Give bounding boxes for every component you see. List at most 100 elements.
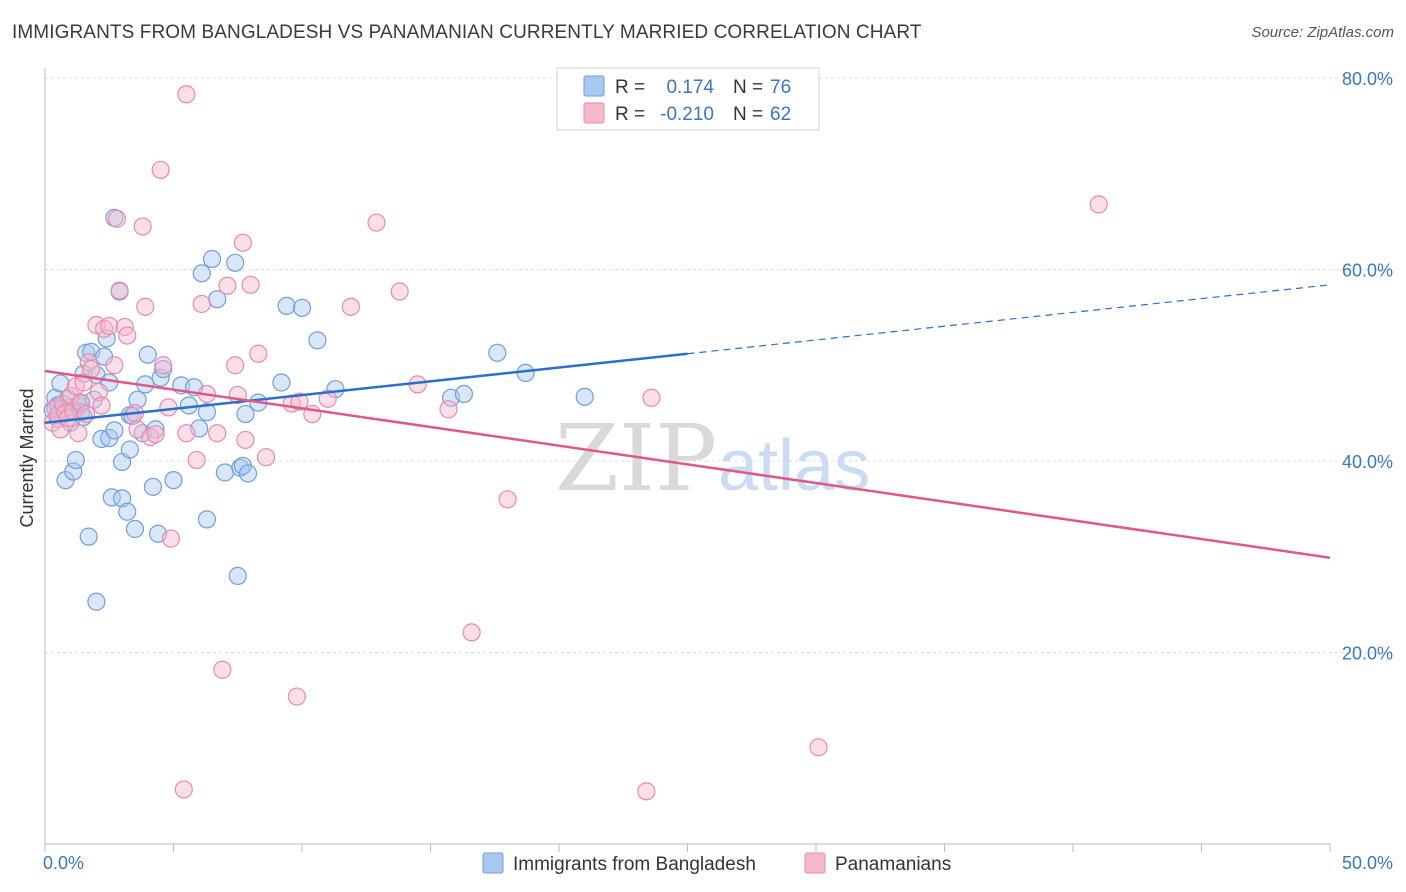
point-panamanians xyxy=(809,738,828,757)
x-tick-label: 50.0% xyxy=(1342,853,1393,873)
series-bangladesh-points xyxy=(43,208,594,611)
y-tick-labels: 20.0% 40.0% 60.0% 80.0% xyxy=(1342,69,1393,664)
point-bangladesh xyxy=(125,519,145,539)
legend-swatch-blue xyxy=(583,75,605,97)
legend-r-label-1: R = xyxy=(615,77,645,98)
point-panamanians xyxy=(318,389,337,408)
point-panamanians xyxy=(154,356,173,375)
point-bangladesh xyxy=(277,296,296,315)
legend-n-value-2: 62 xyxy=(770,104,791,125)
point-panamanians xyxy=(100,316,119,336)
point-panamanians xyxy=(71,393,91,412)
point-panamanians xyxy=(89,382,109,402)
point-panamanians xyxy=(439,400,458,419)
point-panamanians xyxy=(226,356,245,375)
point-panamanians xyxy=(462,623,481,642)
point-panamanians xyxy=(218,276,237,295)
bottom-legend-label-panamanians: Panamanians xyxy=(835,854,951,875)
point-bangladesh xyxy=(105,421,124,440)
grid-lines xyxy=(45,77,1394,653)
legend-n-label-2: N = xyxy=(733,104,763,125)
source-label: Source: ZipAtlas.com xyxy=(1251,24,1394,41)
point-bangladesh xyxy=(226,253,245,272)
point-panamanians xyxy=(236,430,255,450)
y-axis-title: Currently Married xyxy=(17,388,37,527)
bottom-legend-swatch-blue xyxy=(482,852,504,874)
trend-lines xyxy=(44,284,1331,559)
point-bangladesh xyxy=(228,566,247,586)
watermark: ZIP atlas xyxy=(555,405,870,512)
point-panamanians xyxy=(177,424,196,443)
point-bangladesh xyxy=(120,440,139,459)
point-panamanians xyxy=(82,359,101,379)
point-panamanians xyxy=(367,213,386,232)
point-panamanians xyxy=(110,281,129,300)
point-panamanians xyxy=(159,398,178,417)
point-panamanians xyxy=(233,233,252,252)
point-bangladesh xyxy=(197,403,217,422)
point-bangladesh xyxy=(118,502,137,521)
point-panamanians xyxy=(161,529,181,548)
y-tick-label: 80.0% xyxy=(1342,69,1393,89)
point-panamanians xyxy=(177,85,196,104)
point-panamanians xyxy=(105,356,124,375)
point-panamanians xyxy=(69,424,88,443)
y-tick-label: 40.0% xyxy=(1342,452,1393,472)
legend-r-label-2: R = xyxy=(615,104,645,125)
legend-swatch-pink xyxy=(583,102,605,124)
point-panamanians xyxy=(61,386,80,405)
point-panamanians xyxy=(290,392,309,411)
point-bangladesh xyxy=(197,510,217,529)
axes xyxy=(44,68,1331,852)
y-tick-label: 60.0% xyxy=(1342,261,1393,281)
stats-legend: R = 0.174 N = 76 R = -0.210 N = 62 xyxy=(556,67,820,131)
point-bangladesh xyxy=(164,471,183,490)
point-bangladesh xyxy=(272,373,291,392)
trend-line-bangladesh xyxy=(44,352,688,424)
legend-r-value-2: -0.210 xyxy=(660,104,714,125)
point-panamanians xyxy=(637,782,656,801)
point-bangladesh xyxy=(215,463,234,482)
x-tick-labels: 0.0% 50.0% xyxy=(43,853,1393,873)
y-tick-label: 20.0% xyxy=(1342,644,1393,664)
point-bangladesh xyxy=(138,345,157,364)
point-panamanians xyxy=(498,490,517,509)
point-panamanians xyxy=(118,326,137,345)
point-bangladesh xyxy=(92,429,111,449)
point-panamanians xyxy=(92,396,111,415)
point-panamanians xyxy=(151,160,170,180)
chart-title: IMMIGRANTS FROM BANGLADESH VS PANAMANIAN… xyxy=(12,22,922,43)
bottom-legend-label-bangladesh: Immigrants from Bangladesh xyxy=(513,854,756,875)
trend-line-panamanians xyxy=(44,369,1331,559)
watermark-zip: ZIP xyxy=(555,405,717,512)
point-panamanians xyxy=(95,319,114,338)
point-panamanians xyxy=(249,344,268,363)
point-panamanians xyxy=(341,297,360,316)
point-bangladesh xyxy=(192,264,211,283)
point-bangladesh xyxy=(202,249,222,269)
point-panamanians xyxy=(287,687,306,706)
trend-line-bangladesh-projection xyxy=(687,284,1331,355)
point-bangladesh xyxy=(51,374,70,393)
point-bangladesh xyxy=(326,380,345,399)
point-bangladesh xyxy=(488,343,507,362)
point-bangladesh xyxy=(128,390,147,409)
point-panamanians xyxy=(208,424,227,443)
point-panamanians xyxy=(174,780,193,799)
point-bangladesh xyxy=(454,384,474,404)
point-bangladesh xyxy=(154,359,173,379)
point-panamanians xyxy=(213,660,232,679)
bottom-legend-swatch-pink xyxy=(804,852,826,874)
point-panamanians xyxy=(136,297,155,316)
legend-n-value-1: 76 xyxy=(770,77,791,98)
point-bangladesh xyxy=(64,462,83,481)
point-panamanians xyxy=(192,294,211,314)
point-panamanians xyxy=(390,282,409,301)
point-bangladesh xyxy=(236,404,255,424)
watermark-atlas: atlas xyxy=(718,426,870,506)
series-legend: Immigrants from Bangladesh Panamanians xyxy=(482,852,951,875)
point-panamanians xyxy=(146,425,165,444)
point-panamanians xyxy=(241,275,260,294)
point-bangladesh xyxy=(66,450,85,470)
legend-n-label-1: N = xyxy=(733,77,763,98)
